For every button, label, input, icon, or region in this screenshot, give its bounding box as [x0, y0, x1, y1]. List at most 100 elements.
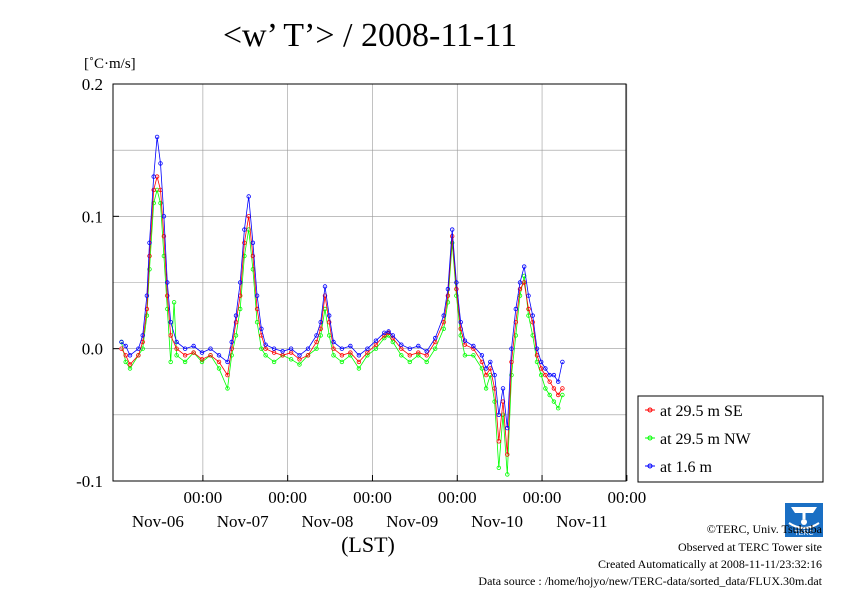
data-point [147, 267, 152, 272]
data-point [551, 399, 557, 404]
data-point [297, 357, 302, 362]
data-point [168, 333, 173, 338]
data-point [288, 357, 294, 362]
data-point [305, 353, 311, 358]
data-point [246, 194, 251, 199]
data-point [424, 353, 429, 358]
legend-box [637, 395, 824, 483]
data-point [505, 425, 510, 431]
data-point [191, 343, 196, 349]
data-point [382, 335, 387, 341]
data-point [237, 280, 243, 285]
x-tick-time: 00:00 [184, 488, 223, 507]
data-point [327, 313, 332, 318]
data-point [386, 329, 391, 334]
data-point [471, 346, 476, 351]
data-point [127, 366, 133, 371]
data-point [288, 346, 294, 351]
data-point [365, 346, 370, 351]
data-point [263, 346, 268, 351]
series-se-line [121, 176, 563, 455]
data-point [462, 342, 468, 347]
x-tick-time: 00:00 [438, 488, 477, 507]
credit-source: Data source : /home/hojyo/new/TERC-data/… [478, 574, 822, 588]
x-tick-date: Nov-09 [386, 512, 438, 531]
data-point [556, 392, 561, 398]
data-point [530, 320, 535, 325]
credit-created: Created Automatically at 2008-11-11/23:3… [597, 557, 822, 571]
data-point [505, 472, 510, 477]
chart-title: <w’ T’> / 2008-11-11 [223, 17, 517, 54]
data-point [390, 333, 395, 338]
data-point [280, 349, 285, 354]
data-point [534, 346, 540, 351]
data-point [242, 227, 247, 232]
data-point [208, 346, 213, 351]
y-tick-label: -0.1 [76, 472, 103, 491]
data-point [127, 353, 133, 358]
data-point [547, 379, 552, 384]
data-point [488, 359, 493, 365]
y-axis: 0.2 0.1 0.0 -0.1 [76, 75, 119, 491]
data-point [119, 339, 124, 345]
data-point [119, 346, 124, 351]
data-point [174, 353, 179, 358]
data-point [509, 359, 514, 365]
data-point [539, 366, 544, 371]
data-point [271, 359, 277, 365]
data-point [254, 293, 260, 298]
series-1-6m-line [121, 136, 563, 429]
data-point [171, 300, 177, 305]
data-point [458, 320, 463, 325]
data-point [539, 372, 544, 378]
data-point [399, 353, 404, 358]
data-point [526, 306, 531, 312]
series-group [119, 134, 565, 477]
data-point [517, 280, 523, 285]
legend-label: at 29.5 m SE [660, 403, 743, 420]
data-point [500, 412, 506, 417]
x-tick-time: 00:00 [607, 488, 646, 507]
data-point [424, 359, 429, 365]
data-point [441, 320, 446, 325]
data-point [424, 349, 429, 354]
data-point [505, 452, 510, 457]
series-se [119, 174, 565, 457]
data-point [483, 386, 489, 391]
data-point [216, 366, 222, 371]
data-point [225, 386, 230, 391]
data-point [182, 353, 188, 358]
data-point [356, 359, 362, 365]
legend-label: at 1.6 m [660, 459, 713, 476]
data-point [539, 359, 544, 365]
data-point [543, 366, 548, 371]
data-point [407, 346, 412, 351]
data-point [483, 372, 489, 378]
data-point [199, 359, 205, 365]
data-point [509, 372, 514, 378]
data-point [331, 353, 336, 358]
data-point [229, 339, 234, 345]
data-point [191, 350, 196, 355]
data-point [123, 359, 128, 365]
x-tick-date: Nov-07 [217, 512, 269, 531]
data-point [339, 353, 345, 358]
x-tick-date: Nov-06 [132, 512, 184, 531]
data-point [225, 359, 230, 365]
data-point [158, 200, 163, 206]
data-point [560, 386, 565, 391]
data-point [225, 372, 230, 378]
data-point [297, 353, 302, 358]
x-tick-time: 00:00 [353, 488, 392, 507]
data-point [216, 353, 222, 358]
data-point [250, 240, 256, 245]
y-tick-label: 0.2 [82, 75, 103, 94]
data-point [483, 366, 489, 371]
data-point [407, 359, 412, 365]
data-point [216, 359, 222, 365]
data-point [373, 346, 379, 351]
series-nw [119, 187, 565, 477]
data-point [314, 333, 319, 338]
data-point [556, 406, 561, 411]
